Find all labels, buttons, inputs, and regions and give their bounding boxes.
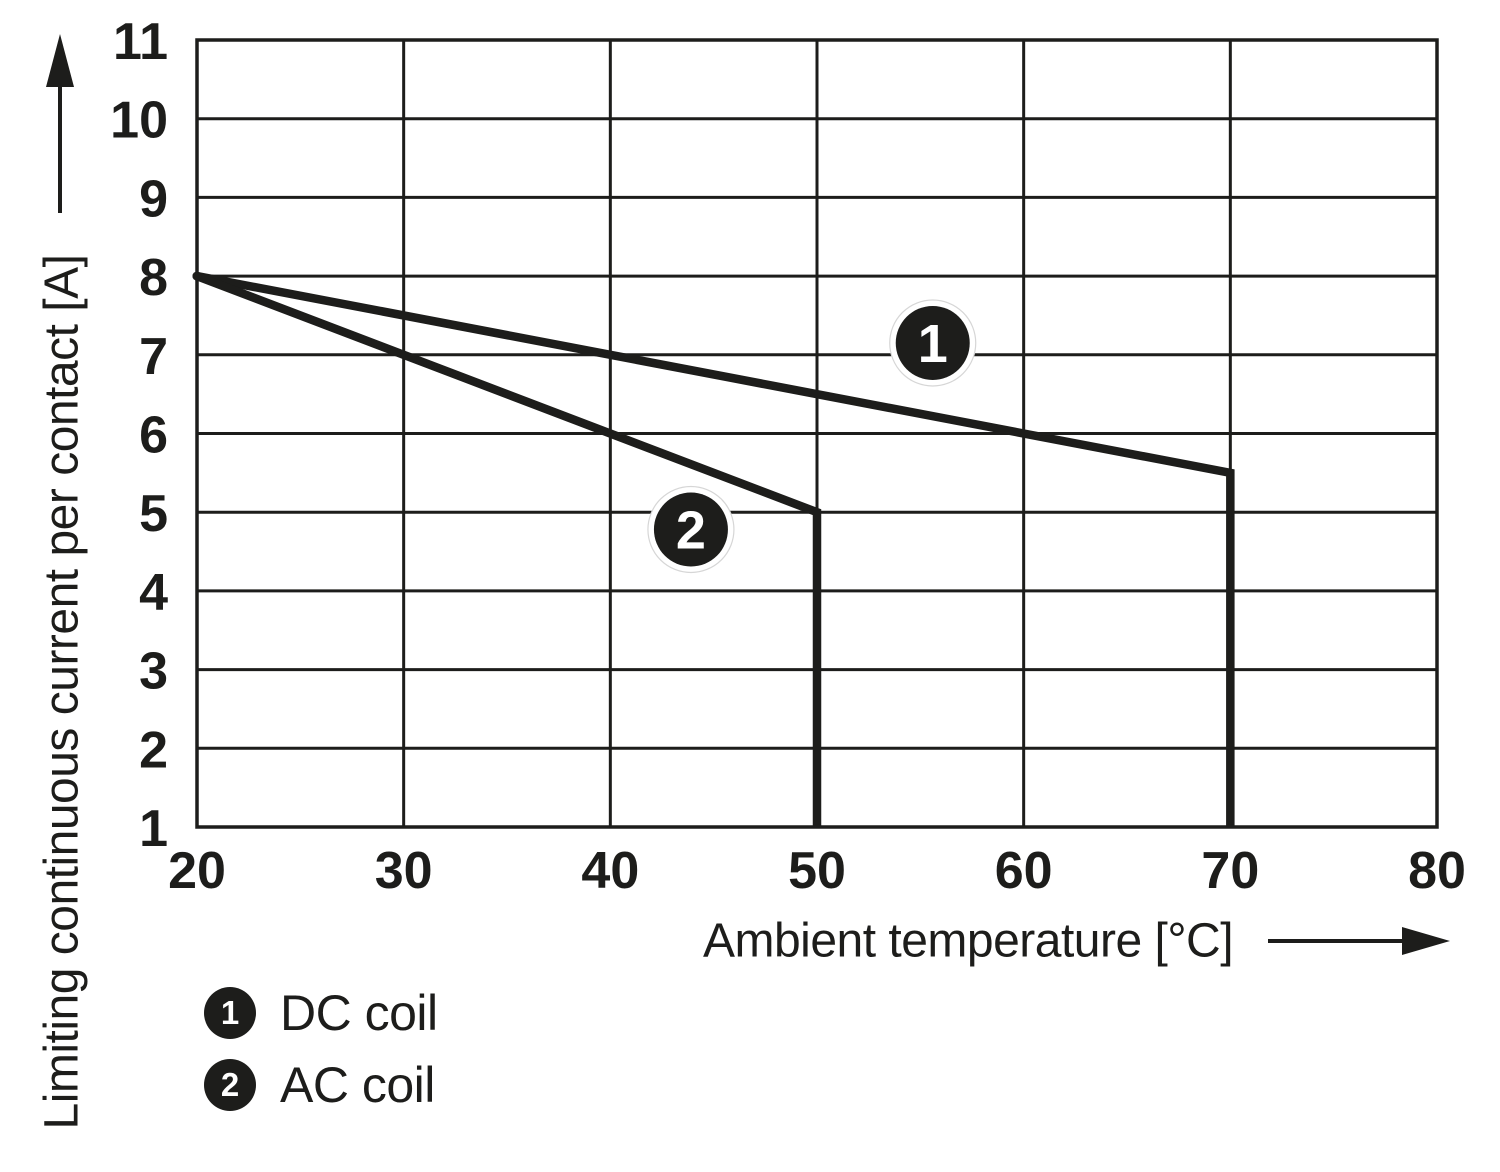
x-axis-title: Ambient temperature [°C] xyxy=(702,914,1234,968)
marker-number-ac-coil: 2 xyxy=(676,501,706,561)
y-tick-label: 2 xyxy=(139,721,168,779)
curve-ac-coil xyxy=(195,272,822,827)
y-tick-label: 6 xyxy=(139,407,168,465)
y-tick-label: 9 xyxy=(139,170,168,228)
x-tick-label: 30 xyxy=(375,842,433,900)
x-tick-label: 70 xyxy=(1201,842,1259,900)
y-tick-label: 3 xyxy=(139,643,168,701)
y-axis-arrow-icon xyxy=(46,34,74,213)
y-axis-title: Limiting continuous current per contact … xyxy=(35,254,89,1130)
y-tick-label: 11 xyxy=(113,13,168,71)
x-tick-label: 80 xyxy=(1408,842,1466,900)
x-axis-arrow-icon xyxy=(1268,927,1450,955)
curve-dc-coil xyxy=(196,271,1235,827)
x-tick-label: 60 xyxy=(995,842,1053,900)
y-tick-label: 1 xyxy=(139,800,168,858)
marker-circle-dc-coil xyxy=(895,305,970,380)
marker-circle-ac-coil xyxy=(653,492,728,567)
y-tick-label: 8 xyxy=(139,249,168,307)
x-tick-label: 40 xyxy=(581,842,639,900)
curves-layer xyxy=(192,271,1235,827)
x-tick-label: 20 xyxy=(168,842,226,900)
y-tick-label: 5 xyxy=(139,485,168,543)
x-tick-label: 50 xyxy=(788,842,846,900)
curve-start-dot-ac-coil xyxy=(192,271,202,281)
y-tick-label: 10 xyxy=(110,92,168,150)
marker-number-dc-coil: 1 xyxy=(918,314,948,374)
markers-layer: 12 xyxy=(647,299,977,574)
y-tick-label: 4 xyxy=(139,564,168,622)
y-tick-label: 7 xyxy=(139,328,168,386)
